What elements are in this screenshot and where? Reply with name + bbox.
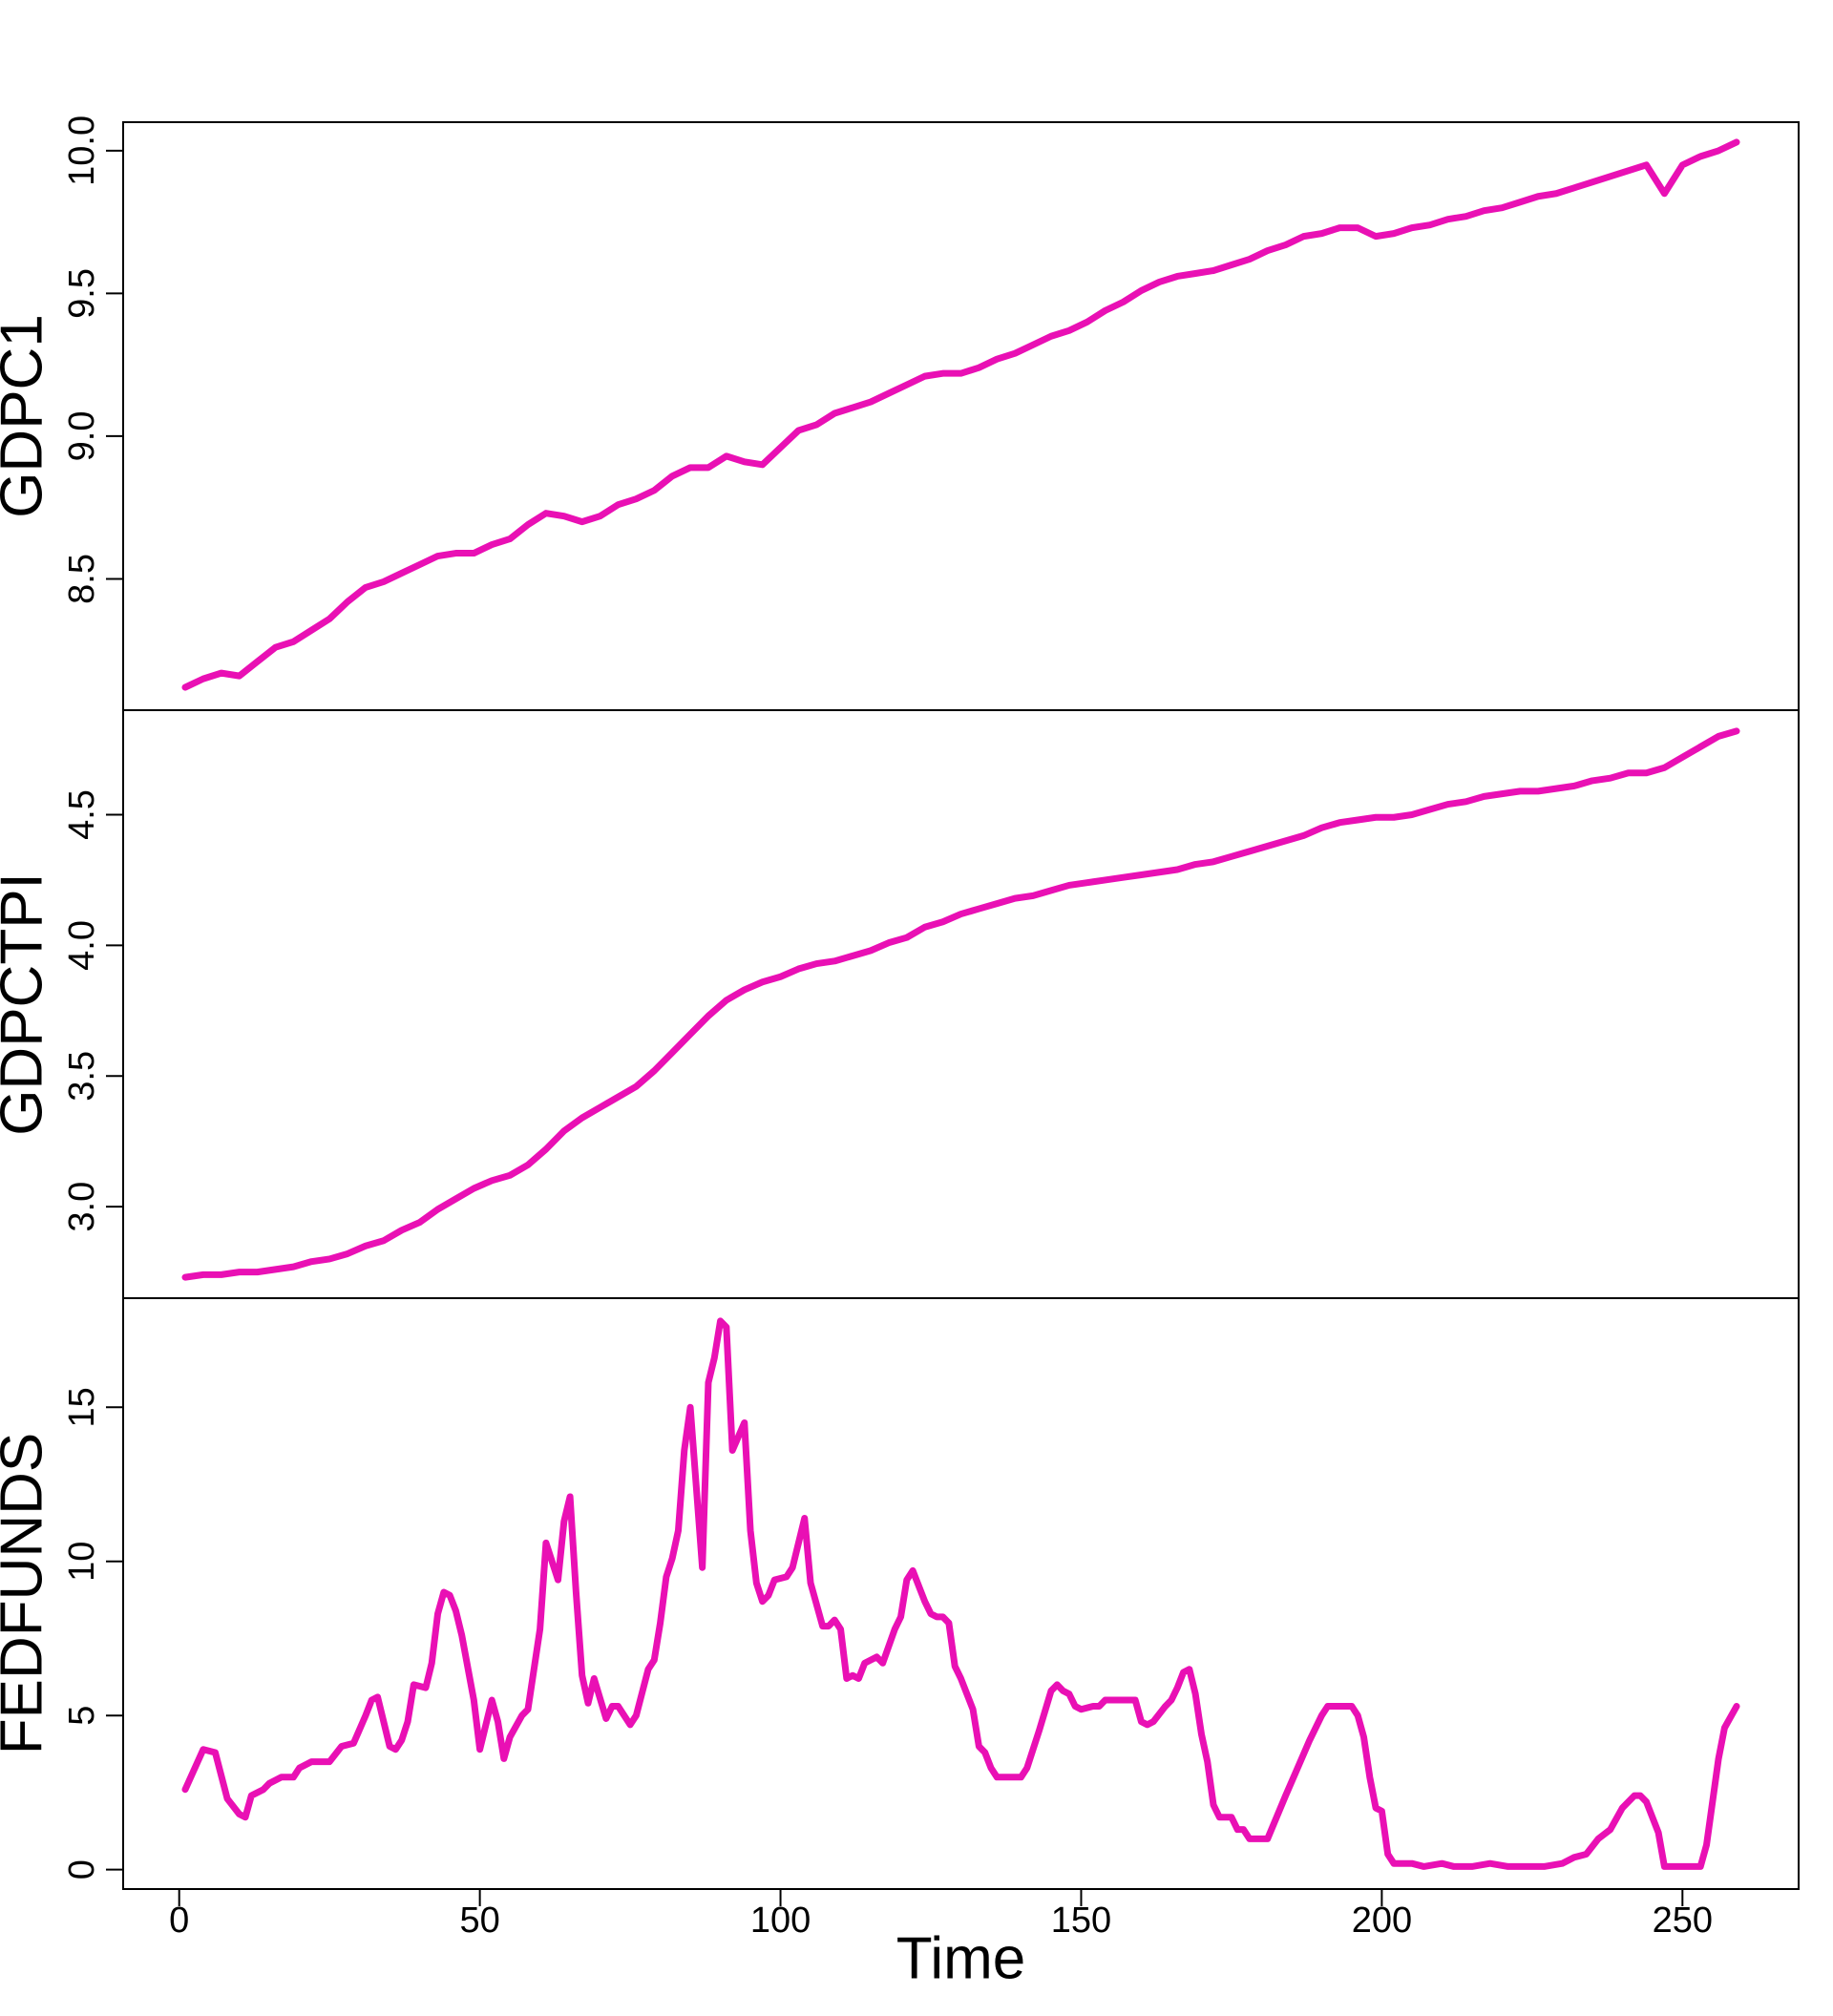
y-tick-label: 5 [62,1706,102,1726]
x-tick-label: 100 [750,1900,811,1941]
y-tick-label: 10 [62,1542,102,1582]
panel-frame [122,1297,1800,1890]
y-tick-label: 8.5 [62,554,102,604]
x-tick-label: 150 [1051,1900,1111,1941]
data-line [181,727,1740,1281]
x-tick-label: 50 [459,1900,499,1941]
y-axis-title: FEDFUNDS [0,1433,54,1755]
y-tick-label: 9.5 [62,268,102,319]
x-tick-label: 250 [1653,1900,1713,1941]
y-tick-label: 0 [62,1859,102,1880]
data-line [181,138,1740,691]
y-tick-label: 9.0 [62,411,102,462]
x-tick-label: 200 [1352,1900,1412,1941]
y-tick-label: 4.0 [62,920,102,971]
x-tick-label: 0 [169,1900,189,1941]
data-line [181,1317,1740,1870]
y-tick-label: 3.0 [62,1182,102,1232]
y-tick-label: 10.0 [62,116,102,186]
panel-frame [122,709,1800,1299]
y-tick-label: 4.5 [62,789,102,840]
panel-frame [122,121,1800,711]
x-axis-title: Time [896,1925,1025,1991]
y-axis-title: GDPCTPI [0,872,54,1136]
y-tick-label: 3.5 [62,1051,102,1102]
y-axis-title: GDPC1 [0,314,54,518]
y-tick-label: 15 [62,1387,102,1427]
